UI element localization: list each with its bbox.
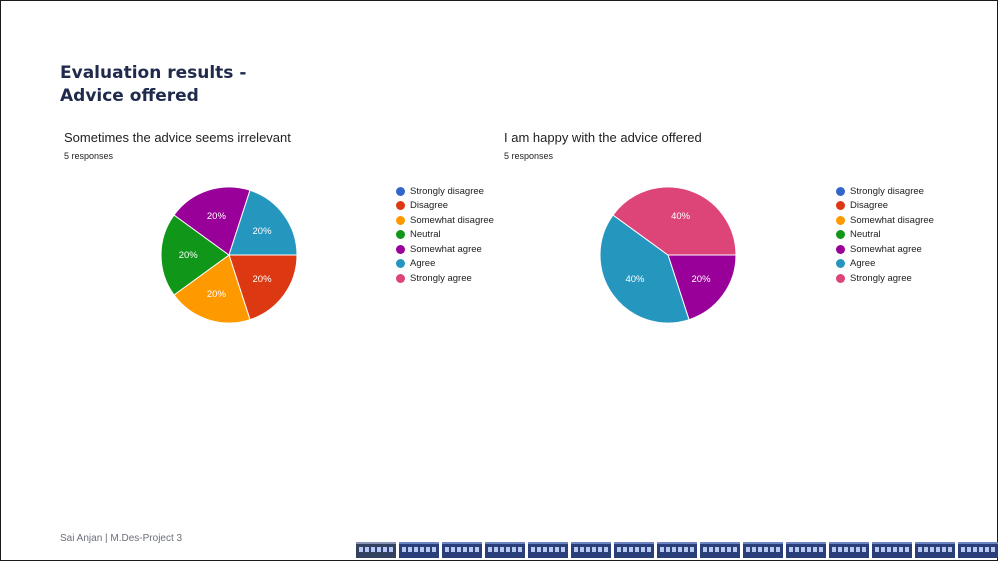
chart-response-count: 5 responses xyxy=(504,151,554,161)
chart-title: I am happy with the advice offered xyxy=(504,130,702,145)
legend-label: Neutral xyxy=(410,229,441,241)
pie-slice-somewhat-agree xyxy=(667,254,737,321)
legend-item: Strongly agree xyxy=(396,271,494,286)
train-car xyxy=(743,542,783,558)
slice-percent-label: 20% xyxy=(253,226,273,237)
chart-legend: Strongly disagree Disagree Somewhat disagr… xyxy=(836,184,934,286)
legend-label: Strongly agree xyxy=(850,272,912,284)
train-car xyxy=(829,542,869,558)
train-car xyxy=(528,542,568,558)
legend-item: Agree xyxy=(836,257,934,272)
slide-title-line-1: Evaluation results - xyxy=(60,63,247,83)
pie-svg: 20% 20% 20% 20% 20% xyxy=(160,186,298,324)
train-car xyxy=(872,542,912,558)
legend-item: Somewhat disagree xyxy=(396,213,494,228)
legend-label: Strongly disagree xyxy=(410,185,484,197)
legend-label: Somewhat agree xyxy=(410,243,482,255)
slide-title-line-2: Advice offered xyxy=(60,86,199,106)
legend-item: Somewhat disagree xyxy=(836,213,934,228)
slide-title: Evaluation results - Advice offered xyxy=(60,62,246,108)
chart-title: Sometimes the advice seems irrelevant xyxy=(64,130,291,145)
slice-percent-label: 20% xyxy=(207,211,227,222)
legend-swatch xyxy=(836,215,845,225)
legend-swatch xyxy=(836,273,845,283)
pie-slice-neutral xyxy=(160,214,230,296)
pie-slice-disagree xyxy=(228,254,298,321)
train-car xyxy=(442,542,482,558)
train-car xyxy=(399,542,439,558)
pie-slice-somewhat-disagree xyxy=(173,254,251,324)
legend-swatch xyxy=(396,215,405,225)
train-engine xyxy=(356,542,396,558)
footer-credit: Sai Anjan | M.Des-Project 3 xyxy=(60,533,183,544)
train-car xyxy=(700,542,740,558)
legend-label: Agree xyxy=(410,258,436,270)
legend-label: Somewhat disagree xyxy=(410,214,494,226)
legend-swatch xyxy=(396,201,405,211)
legend-swatch xyxy=(396,273,405,283)
train-illustration-icon xyxy=(356,540,998,560)
legend-swatch xyxy=(396,186,405,196)
legend-label: Agree xyxy=(850,258,876,270)
slice-percent-label: 20% xyxy=(207,289,227,300)
legend-item: Strongly disagree xyxy=(396,184,494,199)
legend-label: Strongly agree xyxy=(410,272,472,284)
chart-response-count: 5 responses xyxy=(64,151,114,161)
pie-slice-somewhat-agree xyxy=(173,186,251,256)
train-car xyxy=(958,542,998,558)
slice-percent-label: 20% xyxy=(179,250,199,261)
pie-slice-agree xyxy=(599,214,690,324)
slice-percent-label: 40% xyxy=(671,211,691,222)
train-car xyxy=(915,542,955,558)
legend-item: Strongly disagree xyxy=(836,184,934,199)
legend-item: Agree xyxy=(396,257,494,272)
legend-label: Strongly disagree xyxy=(850,185,924,197)
pie-svg: 20% 40% 40% xyxy=(599,186,737,324)
legend-swatch xyxy=(396,244,405,254)
legend-swatch xyxy=(396,259,405,269)
legend-label: Disagree xyxy=(410,200,449,212)
slice-percent-label: 40% xyxy=(625,274,645,285)
legend-swatch xyxy=(396,230,405,240)
legend-item: Disagree xyxy=(396,199,494,214)
legend-swatch xyxy=(836,244,845,254)
legend-label: Somewhat disagree xyxy=(850,214,934,226)
pie-slice-agree xyxy=(228,189,298,256)
train-car xyxy=(614,542,654,558)
legend-swatch xyxy=(836,230,845,240)
legend-swatch xyxy=(836,186,845,196)
legend-item: Somewhat agree xyxy=(396,242,494,257)
legend-label: Neutral xyxy=(850,229,881,241)
legend-swatch xyxy=(836,201,845,211)
train-car xyxy=(786,542,826,558)
pie-chart-happy: I am happy with the advice offered 5 res… xyxy=(504,130,944,330)
legend-item: Strongly agree xyxy=(836,271,934,286)
pie-slice-strongly-agree xyxy=(612,186,737,256)
slice-percent-label: 20% xyxy=(253,274,273,285)
legend-item: Neutral xyxy=(396,228,494,243)
legend-item: Somewhat agree xyxy=(836,242,934,257)
legend-label: Disagree xyxy=(850,200,889,212)
pie-chart-irrelevant: Sometimes the advice seems irrelevant 5 … xyxy=(64,130,504,330)
legend-label: Somewhat agree xyxy=(850,243,922,255)
train-car xyxy=(485,542,525,558)
chart-legend: Strongly disagree Disagree Somewhat disagr… xyxy=(396,184,494,286)
legend-item: Neutral xyxy=(836,228,934,243)
legend-swatch xyxy=(836,259,845,269)
slice-percent-label: 20% xyxy=(692,274,712,285)
legend-item: Disagree xyxy=(836,199,934,214)
train-car xyxy=(657,542,697,558)
train-car xyxy=(571,542,611,558)
